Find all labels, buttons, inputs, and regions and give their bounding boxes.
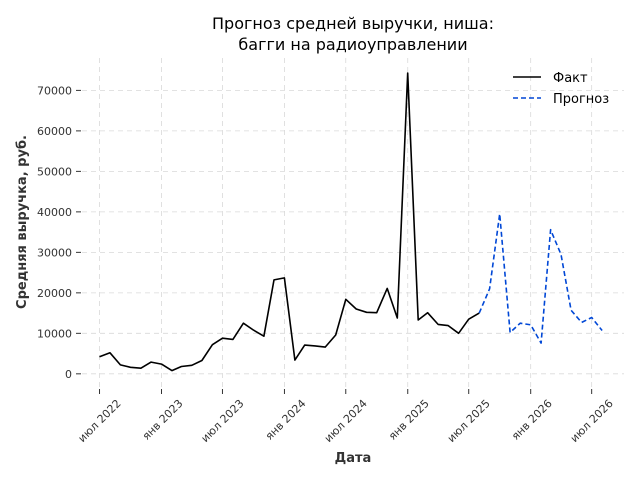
y-tick-label: 40000 [37,206,72,219]
axes: 0 10000 20000 30000 40000 50000 60000 70000 июл … [37,84,616,445]
y-tick-label: 0 [65,368,72,381]
x-tick-label: янв 2024 [263,397,309,443]
y-tick-label: 70000 [37,84,72,97]
series-line-fact [99,72,480,372]
legend-label-forecast: Прогноз [553,92,609,107]
y-tick-label: 20000 [37,287,72,300]
x-axis-label: Дата [335,451,372,466]
x-tick-label: янв 2025 [386,397,432,443]
y-tick-label: 10000 [37,327,72,340]
x-tick-label: июл 2024 [322,397,370,445]
x-tick-label: июл 2025 [445,397,493,445]
x-tick-label: янв 2026 [509,397,555,443]
x-tick-label: июл 2022 [76,397,124,445]
y-tick-label: 50000 [37,165,72,178]
y-axis-label: Средняя выручка, руб. [15,135,30,309]
x-tick-label: янв 2023 [140,397,186,443]
legend-label-fact: Факт [553,71,588,86]
y-tick-label: 60000 [37,125,72,138]
x-tick-label: июл 2026 [568,397,616,445]
chart-title-line-1: Прогноз средней выручки, ниша: [212,14,494,33]
x-tick-label: июл 2023 [199,397,247,445]
series-layer [99,72,603,372]
chart-title-line-2: багги на радиоуправлении [238,35,467,54]
series-line-forecast [478,213,603,344]
y-tick-label: 30000 [37,246,72,259]
grid [82,58,624,388]
legend: Факт Прогноз [513,71,609,107]
